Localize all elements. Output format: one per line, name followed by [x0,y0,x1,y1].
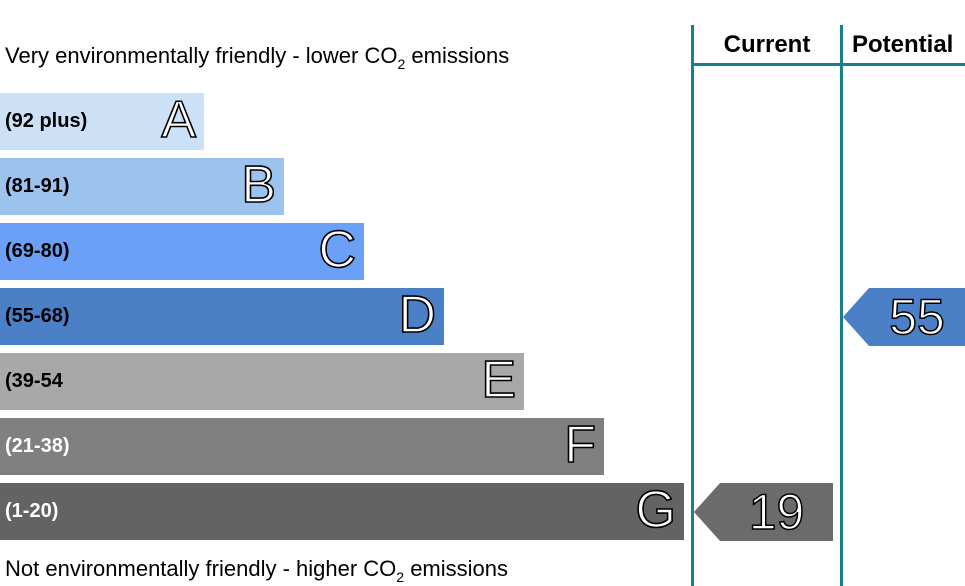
band-letter: D [398,286,437,345]
band-d: (55-68) D [0,286,444,345]
band-letter: C [318,221,357,280]
band-letter: F [563,416,596,475]
band-range-label: (69-80) [5,240,70,262]
bottom-caption: Not environmentally friendly - higher CO… [5,556,508,585]
band-range-label: (21-38) [5,435,70,457]
band-b: (81-91) B [0,156,284,215]
rating-value: 19 [748,483,805,541]
band-f: (21-38) F [0,416,604,475]
arrow-shape [843,288,965,346]
band-g: (1-20) G [0,481,684,540]
band-letter: G [635,481,677,540]
column-header-potential: Potential [852,31,954,58]
band-letter: B [241,156,277,215]
band-e: (39-54 E [0,351,524,410]
rating-value: 55 [888,288,945,346]
top-caption: Very environmentally friendly - lower CO… [5,43,510,72]
band-a: (92 plus) A [0,91,204,150]
band-range-label: (92 plus) [5,110,88,132]
column-header-current: Current [723,31,811,58]
band-letter: A [161,91,197,150]
column-divider-left [691,25,694,586]
rating-arrow-current: 19 [694,483,833,541]
band-range-label: (39-54 [5,370,63,392]
arrow-shape [694,483,833,541]
band-letter: E [481,351,517,410]
band-range-label: (1-20) [5,500,59,522]
band-range-label: (55-68) [5,305,70,327]
column-header-rule [691,63,965,66]
column-divider-middle [840,25,843,586]
rating-arrow-potential: 55 [843,288,965,346]
band-range-label: (81-91) [5,175,70,197]
band-c: (69-80) C [0,221,364,280]
